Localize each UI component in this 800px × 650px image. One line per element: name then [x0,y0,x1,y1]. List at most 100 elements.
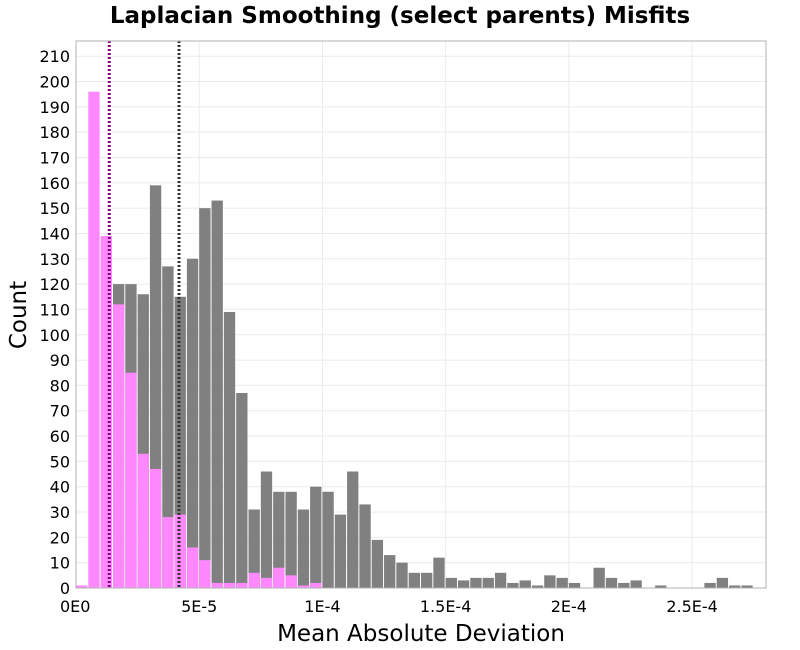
histogram-bar-gray [593,567,605,588]
histogram-bar-gray [285,491,297,588]
x-axis-title: Mean Absolute Deviation [277,621,565,647]
y-tick-label: 40 [50,478,70,497]
histogram-bar-gray [137,294,149,588]
histogram-bar-gray [371,539,384,588]
histogram-bar-gray [310,486,322,588]
histogram-bar-pink [174,514,186,588]
y-tick-label: 50 [50,452,70,471]
histogram-bar-gray [618,582,630,588]
y-axis-ticks: 0 10 20 30 40 50 60 70 80 90 100 110 120 130 140 150 160… [39,47,70,598]
y-tick-label: 160 [39,174,70,193]
x-tick-label: 0E0 [60,597,90,616]
histogram-bar-gray [273,491,285,588]
histogram-bar-gray [408,572,420,588]
histogram-bar-gray [186,258,199,588]
histogram-bar-pink [248,572,260,588]
histogram-bar-gray [556,577,568,588]
histogram-bar-pink [223,582,236,588]
y-tick-label: 190 [39,98,70,117]
y-tick-label: 10 [50,554,70,573]
histogram-bar-pink [199,560,211,588]
y-tick-label: 210 [39,47,70,66]
y-tick-label: 70 [50,402,70,421]
histogram-bar-gray [482,577,494,588]
y-tick-label: 200 [39,73,70,92]
histogram-bar-gray [396,562,408,588]
histogram-bar-gray [359,504,371,588]
histogram-bar-gray [199,208,211,588]
histogram-bar-gray [260,471,273,588]
histogram-bar-gray [507,582,519,588]
histogram-bar-pink [273,567,285,588]
x-tick-label: 1E-4 [304,597,340,616]
histogram-bar-gray [433,557,445,588]
y-tick-label: 60 [50,427,70,446]
histogram-bar-gray [494,572,507,588]
y-tick-label: 180 [39,123,70,142]
histogram-bar-gray [568,582,581,588]
histogram-bar-gray [519,580,531,588]
histogram-bar-gray [223,311,236,588]
histogram-bar-gray [531,585,544,588]
x-tick-label: 2.5E-4 [666,597,718,616]
histogram-bar-pink [149,468,162,588]
histogram-bar-gray [716,577,729,588]
y-tick-label: 120 [39,275,70,294]
histogram-bar-gray [211,200,223,588]
y-tick-label: 130 [39,250,70,269]
y-tick-label: 30 [50,503,70,522]
histogram-bar-gray [236,393,248,588]
histogram-bar-pink [125,372,137,588]
histogram-bar-pink [285,575,297,588]
plot-border [75,40,767,589]
x-tick-label: 1.5E-4 [420,597,472,616]
histogram-bar-gray [655,585,667,588]
y-tick-label: 170 [39,148,70,167]
histogram-bar-pink [260,577,273,588]
histogram-bar-gray [322,491,334,588]
histogram-bar-gray [470,577,482,588]
histogram-bar-pink [211,582,223,588]
x-tick-label: 5E-5 [181,597,217,616]
histogram-bar-pink [88,91,100,589]
histogram-bar-gray [248,509,260,588]
pink-series-bars [76,91,322,589]
reference-lines [107,41,181,588]
y-tick-label: 140 [39,224,70,243]
histogram-bar-gray [297,509,310,588]
y-tick-label: 80 [50,376,70,395]
histogram-bar-pink [137,453,149,588]
y-tick-label: 0 [60,579,70,598]
histogram-bar-pink [236,582,248,588]
y-tick-label: 90 [50,351,70,370]
histogram-bar-gray [445,577,457,588]
histogram-bar-pink [162,517,174,588]
x-axis-ticks: 0E0 5E-5 1E-4 1.5E-4 2E-4 2.5E-4 [60,597,718,616]
histogram-bar-gray [149,185,162,588]
histogram-bar-gray [457,580,470,588]
histogram-bar-gray [605,577,618,588]
histogram-bar-gray [334,514,347,588]
histogram-bar-gray [384,555,396,588]
y-tick-label: 110 [39,300,70,319]
histogram-bar-pink [76,585,88,588]
histogram-bar-gray [421,572,433,588]
y-tick-label: 150 [39,199,70,218]
histogram-bar-gray [729,585,741,588]
chart-title: Laplacian Smoothing (select parents) Mis… [110,3,690,29]
histogram-bar-gray [162,266,174,588]
histogram-bar-gray [704,582,716,588]
histogram-bar-gray [347,471,359,588]
histogram-bar-pink [297,585,310,588]
y-tick-label: 20 [50,528,70,547]
histogram-bar-pink [100,235,112,589]
histogram-bar-gray [630,580,642,588]
x-tick-label: 2E-4 [551,597,587,616]
y-tick-label: 100 [39,326,70,345]
histogram-bar-gray [544,575,556,588]
histogram-bar-pink [186,547,199,588]
y-axis-title: Count [6,281,32,349]
histogram-bar-gray [741,585,753,588]
